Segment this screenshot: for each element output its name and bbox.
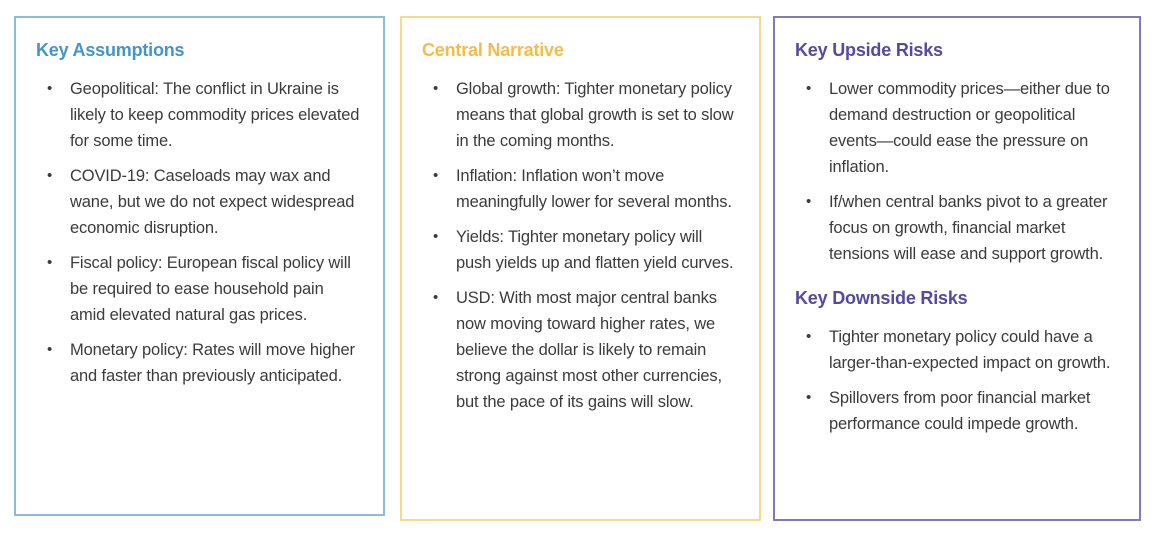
list-item: • Monetary policy: Rates will move highe…	[36, 337, 363, 389]
bullet-icon: •	[47, 254, 53, 271]
panel-central-narrative: Central Narrative • Global growth: Tight…	[400, 16, 761, 521]
list-item: • Spillovers from poor financial market …	[795, 385, 1119, 437]
central-narrative-list: • Global growth: Tighter monetary policy…	[422, 76, 739, 415]
list-item-text: USD: With most major central banks now m…	[456, 289, 722, 411]
key-upside-risks-heading: Key Upside Risks	[795, 40, 943, 60]
key-downside-risks-heading: Key Downside Risks	[795, 288, 968, 308]
bullet-icon: •	[433, 289, 439, 306]
list-item: • Global growth: Tighter monetary policy…	[422, 76, 739, 154]
central-narrative-heading: Central Narrative	[422, 40, 564, 60]
list-item-text: Yields: Tighter monetary policy will pus…	[456, 228, 734, 272]
key-upside-risks-list: • Lower commodity prices—either due to d…	[795, 76, 1119, 267]
list-item-text: Geopolitical: The conflict in Ukraine is…	[70, 80, 360, 150]
list-item: • COVID-19: Caseloads may wax and wane, …	[36, 163, 363, 241]
key-assumptions-heading: Key Assumptions	[36, 40, 185, 60]
list-item: • Yields: Tighter monetary policy will p…	[422, 224, 739, 276]
panel-key-risks: Key Upside Risks • Lower commodity price…	[773, 16, 1141, 521]
list-item-text: Spillovers from poor financial market pe…	[829, 389, 1091, 433]
list-item-text: Global growth: Tighter monetary policy m…	[456, 80, 734, 150]
list-item-text: Monetary policy: Rates will move higher …	[70, 341, 355, 385]
list-item: • Lower commodity prices—either due to d…	[795, 76, 1119, 180]
list-item-text: If/when central banks pivot to a greater…	[829, 193, 1108, 263]
bullet-icon: •	[806, 328, 812, 345]
key-downside-risks-list: • Tighter monetary policy could have a l…	[795, 324, 1119, 437]
list-item: • USD: With most major central banks now…	[422, 285, 739, 415]
list-item: • Tighter monetary policy could have a l…	[795, 324, 1119, 376]
bullet-icon: •	[47, 80, 53, 97]
list-item: • Geopolitical: The conflict in Ukraine …	[36, 76, 363, 154]
bullet-icon: •	[806, 389, 812, 406]
bullet-icon: •	[806, 80, 812, 97]
list-item-text: COVID-19: Caseloads may wax and wane, bu…	[70, 167, 355, 237]
list-item: • If/when central banks pivot to a great…	[795, 189, 1119, 267]
key-assumptions-list: • Geopolitical: The conflict in Ukraine …	[36, 76, 363, 389]
list-item-text: Fiscal policy: European fiscal policy wi…	[70, 254, 351, 324]
bullet-icon: •	[806, 193, 812, 210]
list-item: • Inflation: Inflation won’t move meanin…	[422, 163, 739, 215]
list-item: • Fiscal policy: European fiscal policy …	[36, 250, 363, 328]
bullet-icon: •	[47, 167, 53, 184]
list-item-text: Inflation: Inflation won’t move meaningf…	[456, 167, 732, 211]
summary-panels-row: Key Assumptions • Geopolitical: The conf…	[14, 16, 1141, 521]
bullet-icon: •	[433, 167, 439, 184]
list-item-text: Lower commodity prices—either due to dem…	[829, 80, 1110, 176]
bullet-icon: •	[433, 80, 439, 97]
bullet-icon: •	[47, 341, 53, 358]
list-item-text: Tighter monetary policy could have a lar…	[829, 328, 1111, 372]
panel-key-assumptions: Key Assumptions • Geopolitical: The conf…	[14, 16, 385, 516]
bullet-icon: •	[433, 228, 439, 245]
